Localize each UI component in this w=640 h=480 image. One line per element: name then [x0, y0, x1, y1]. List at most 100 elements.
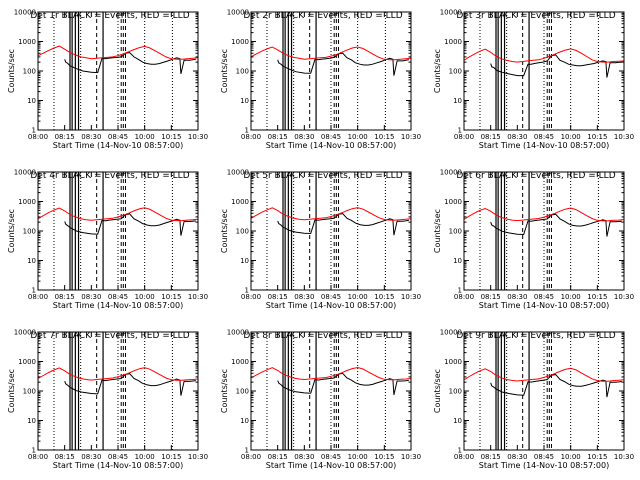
- x-tick-label: 08:00: [454, 133, 474, 141]
- y-tick-label: 100: [449, 68, 462, 76]
- x-tick-label: 08:30: [507, 453, 527, 461]
- y-tick-label: 1000: [231, 358, 249, 366]
- x-tick-label: 10:30: [614, 133, 634, 141]
- y-tick-label: 10: [453, 417, 462, 425]
- panel-1: 1 10 100 1000 10000 08:00 08:15 08:30 08:45 10:00…: [7, 9, 208, 151]
- axes-frame: [250, 331, 412, 451]
- x-tick-label: 10:00: [348, 293, 368, 301]
- y-tick-label: 1000: [231, 198, 249, 206]
- x-tick-label: 08:15: [55, 293, 75, 301]
- x-tick-label: 10:00: [561, 293, 581, 301]
- x-tick-label: 08:00: [28, 133, 48, 141]
- x-tick-label: 10:15: [587, 453, 607, 461]
- x-tick-label: 10:15: [161, 133, 181, 141]
- series-events-line: [277, 52, 409, 76]
- y-tick-label: 100: [449, 388, 462, 396]
- panel-title: Det 3r BLACK = Events, RED = LLD: [456, 11, 615, 21]
- y-tick-label: 1000: [444, 38, 462, 46]
- y-tick-label: 1: [245, 127, 249, 135]
- x-tick-label: 08:45: [108, 453, 128, 461]
- axes-frame: [463, 171, 625, 291]
- x-tick-label: 10:15: [587, 133, 607, 141]
- y-tick-label: 10: [240, 257, 249, 265]
- x-tick-label: 10:00: [348, 133, 368, 141]
- x-tick-label: 10:15: [587, 293, 607, 301]
- series-events-line: [490, 213, 622, 237]
- y-tick-label: 10000: [227, 9, 249, 17]
- x-axis-label: Start Time (14-Nov-10 08:57:00): [53, 141, 183, 150]
- x-tick-label: 08:15: [481, 133, 501, 141]
- y-tick-label: 100: [23, 68, 36, 76]
- x-tick-label: 10:15: [374, 293, 394, 301]
- y-tick-label: 10: [240, 97, 249, 105]
- series-events-line: [490, 54, 622, 78]
- x-tick-label: 10:30: [614, 293, 634, 301]
- series-events-line: [64, 213, 196, 236]
- x-tick-label: 10:30: [401, 133, 421, 141]
- x-axis-label: Start Time (14-Nov-10 08:57:00): [266, 141, 396, 150]
- series-lld-line: [251, 366, 411, 381]
- y-tick-label: 1: [245, 287, 249, 295]
- x-tick-label: 10:15: [161, 293, 181, 301]
- y-tick-label: 1000: [444, 358, 462, 366]
- x-tick-label: 10:30: [401, 453, 421, 461]
- y-tick-label: 100: [23, 228, 36, 236]
- series-events-line: [277, 213, 409, 236]
- x-tick-label: 08:15: [55, 133, 75, 141]
- x-tick-label: 08:45: [534, 293, 554, 301]
- x-tick-label: 08:00: [454, 293, 474, 301]
- y-tick-label: 1: [458, 127, 462, 135]
- panel-title: Det 8r BLACK = Events, RED = LLD: [243, 331, 402, 341]
- y-tick-label: 10000: [227, 169, 249, 177]
- x-tick-label: 10:00: [135, 133, 155, 141]
- x-tick-label: 10:15: [374, 453, 394, 461]
- y-tick-label: 1: [32, 447, 36, 455]
- x-tick-label: 08:45: [321, 133, 341, 141]
- x-tick-label: 08:15: [268, 133, 288, 141]
- x-tick-label: 10:30: [614, 453, 634, 461]
- x-tick-label: 08:15: [481, 293, 501, 301]
- y-tick-label: 10000: [14, 169, 36, 177]
- x-tick-label: 08:30: [294, 293, 314, 301]
- y-axis-label: Counts/sec: [220, 49, 229, 93]
- x-tick-label: 08:15: [55, 453, 75, 461]
- axes-frame: [463, 11, 625, 131]
- plot-area: [251, 12, 411, 130]
- series-events-line: [277, 372, 409, 396]
- x-tick-label: 08:15: [268, 293, 288, 301]
- x-tick-label: 08:45: [321, 453, 341, 461]
- x-tick-label: 08:45: [108, 293, 128, 301]
- x-tick-label: 08:00: [241, 293, 261, 301]
- x-tick-label: 08:15: [268, 453, 288, 461]
- x-tick-label: 08:30: [81, 133, 101, 141]
- series-events-line: [64, 373, 196, 396]
- x-tick-label: 08:30: [294, 133, 314, 141]
- x-tick-label: 08:30: [81, 293, 101, 301]
- panel-9: 1 10 100 1000 10000 08:00 08:15 08:30 08:45 10:00…: [433, 329, 634, 471]
- series-events-line: [64, 52, 196, 75]
- panel-7: 1 10 100 1000 10000 08:00 08:15 08:30 08:45 10:00…: [7, 329, 208, 471]
- panel-title: Det 9r BLACK = Events, RED = LLD: [456, 331, 615, 341]
- x-axis-label: Start Time (14-Nov-10 08:57:00): [53, 301, 183, 310]
- x-tick-label: 08:45: [534, 453, 554, 461]
- y-axis-label: Counts/sec: [7, 209, 16, 253]
- panel-title: Det 4r BLACK = Events, RED = LLD: [30, 171, 189, 181]
- y-tick-label: 10: [453, 97, 462, 105]
- x-tick-label: 08:30: [507, 293, 527, 301]
- y-tick-label: 10: [240, 417, 249, 425]
- y-tick-label: 1: [458, 447, 462, 455]
- x-tick-label: 10:00: [561, 133, 581, 141]
- plot-area: [251, 332, 411, 450]
- x-tick-label: 08:00: [241, 133, 261, 141]
- y-tick-label: 10000: [440, 169, 462, 177]
- y-axis-label: Counts/sec: [433, 209, 442, 253]
- y-tick-label: 1: [458, 287, 462, 295]
- panel-title: Det 2r BLACK = Events, RED = LLD: [243, 11, 402, 21]
- x-tick-label: 10:15: [374, 133, 394, 141]
- x-axis-label: Start Time (14-Nov-10 08:57:00): [479, 301, 609, 310]
- y-tick-label: 100: [236, 228, 249, 236]
- x-tick-label: 08:00: [28, 453, 48, 461]
- y-axis-label: Counts/sec: [220, 209, 229, 253]
- panel-5: 1 10 100 1000 10000 08:00 08:15 08:30 08:45 10:00…: [220, 169, 421, 311]
- x-tick-label: 08:45: [321, 293, 341, 301]
